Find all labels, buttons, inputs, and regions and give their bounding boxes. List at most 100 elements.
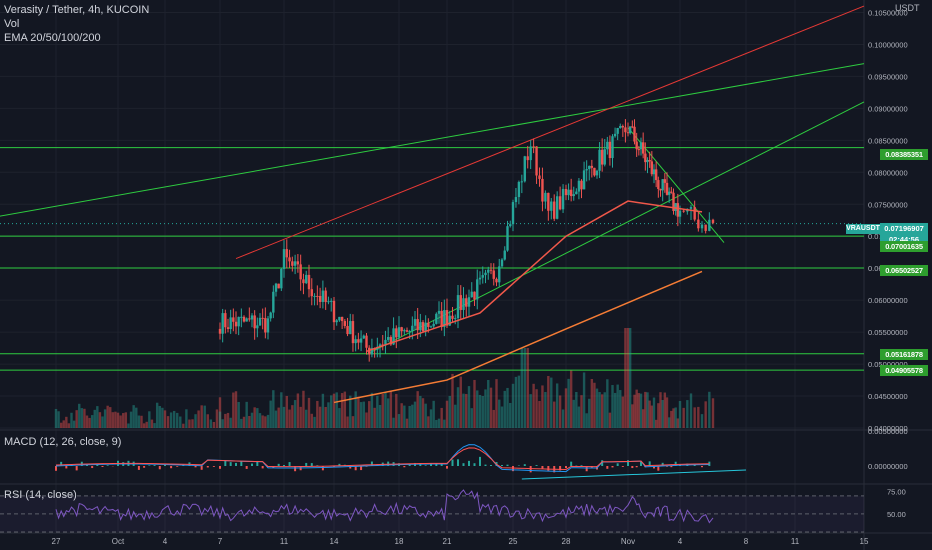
volume-bar xyxy=(370,392,374,428)
volume-bar xyxy=(114,411,117,428)
macd-histogram-bar xyxy=(338,463,341,466)
volume-bar xyxy=(194,414,197,428)
candle-body xyxy=(448,315,451,326)
candle-body xyxy=(547,192,550,211)
volume-bar xyxy=(96,406,99,428)
volume-bar xyxy=(624,328,627,428)
candle-body xyxy=(392,328,395,345)
candle-body xyxy=(421,322,425,332)
volume-bar xyxy=(209,419,213,428)
volume-bar xyxy=(693,407,696,428)
volume-bar xyxy=(626,328,630,428)
volume-bar xyxy=(593,382,596,428)
volume-bar xyxy=(229,417,232,428)
candle-body xyxy=(626,132,630,134)
last-price-tag: 0.07196907 02:44:56 xyxy=(880,223,928,245)
volume-bar xyxy=(316,400,319,428)
candle-body xyxy=(234,321,238,327)
macd-histogram-bar xyxy=(143,466,146,468)
time-tick-label: 25 xyxy=(509,537,518,546)
candle-body xyxy=(689,207,693,209)
candle-body xyxy=(465,298,468,307)
volume-bar xyxy=(661,399,664,428)
volume-bar xyxy=(78,403,81,428)
candle-body xyxy=(321,290,325,302)
volume-bar xyxy=(172,410,176,428)
symbol-legend[interactable]: Verasity / Tether, 4h, KUCOIN xyxy=(4,4,150,16)
volume-bar xyxy=(585,413,588,428)
candle-body xyxy=(478,277,482,280)
candle-body xyxy=(555,196,559,219)
volume-bar xyxy=(291,405,294,428)
macd-histogram-bar xyxy=(666,466,668,467)
candle-body xyxy=(470,291,473,298)
candle-body xyxy=(400,327,403,332)
volume-bar xyxy=(203,405,206,428)
volume-bar xyxy=(697,406,700,428)
volume-bar xyxy=(386,398,390,428)
volume-bar xyxy=(478,394,482,428)
candle-body xyxy=(644,153,647,163)
volume-bar xyxy=(654,419,658,428)
macd-histogram-bar xyxy=(148,465,151,466)
candle-body xyxy=(443,310,446,327)
candle-body xyxy=(445,310,449,326)
candle-body xyxy=(558,196,562,210)
macd-histogram-bar xyxy=(670,466,673,468)
volume-bar xyxy=(532,383,535,428)
candle-body xyxy=(498,266,501,283)
volume-bar xyxy=(272,390,275,428)
candle-body xyxy=(327,301,330,303)
volume-bar xyxy=(62,420,65,428)
ema-legend[interactable]: EMA 20/50/100/200 xyxy=(4,32,101,44)
candle-body xyxy=(237,316,240,327)
volume-legend[interactable]: Vol xyxy=(4,18,20,30)
candle-body xyxy=(381,344,384,346)
rsi-pane xyxy=(0,489,864,533)
volume-bar xyxy=(85,415,89,428)
macd-histogram-bar xyxy=(547,466,550,471)
volume-bar xyxy=(59,422,63,428)
volume-bar xyxy=(365,412,368,428)
candle-body xyxy=(606,141,609,150)
macd-histogram-bar xyxy=(606,466,609,469)
volume-bar xyxy=(65,416,68,428)
volume-bar xyxy=(83,408,86,428)
candle-body xyxy=(456,295,460,319)
candle-body xyxy=(532,146,535,148)
volume-bar xyxy=(237,401,240,428)
macd-histogram-bar xyxy=(506,464,509,466)
volume-bar xyxy=(511,383,515,428)
volume-bar xyxy=(628,328,632,428)
candle-body xyxy=(229,317,232,329)
volume-bar xyxy=(646,392,649,428)
volume-bar xyxy=(550,377,553,428)
candle-body xyxy=(637,149,641,151)
macd-histogram-bar xyxy=(653,466,655,469)
candle-body xyxy=(282,249,286,269)
macd-histogram-bar xyxy=(635,466,638,468)
candle-body xyxy=(646,159,649,163)
macd-histogram-bar xyxy=(484,464,487,466)
volume-bar xyxy=(408,405,411,428)
candle-body xyxy=(338,316,341,321)
volume-bar xyxy=(226,412,230,428)
candle-body xyxy=(454,318,457,320)
macd-legend[interactable]: MACD (12, 26, close, 9) xyxy=(4,436,122,448)
candle-body xyxy=(232,317,235,322)
candle-body xyxy=(274,283,278,292)
volume-bar xyxy=(495,379,498,428)
candle-body xyxy=(256,325,259,329)
volume-bar xyxy=(459,376,462,428)
macd-histogram-bar xyxy=(490,465,492,466)
volume-bar xyxy=(384,392,387,428)
candle-body xyxy=(318,295,322,302)
candle-body xyxy=(245,318,248,322)
volume-bar xyxy=(218,397,222,428)
price-tick-label: 0.06000000 xyxy=(868,296,908,305)
volume-bar xyxy=(421,398,425,428)
candle-body xyxy=(544,192,547,202)
macd-histogram-bar xyxy=(261,466,264,469)
rsi-legend[interactable]: RSI (14, close) xyxy=(4,489,77,501)
